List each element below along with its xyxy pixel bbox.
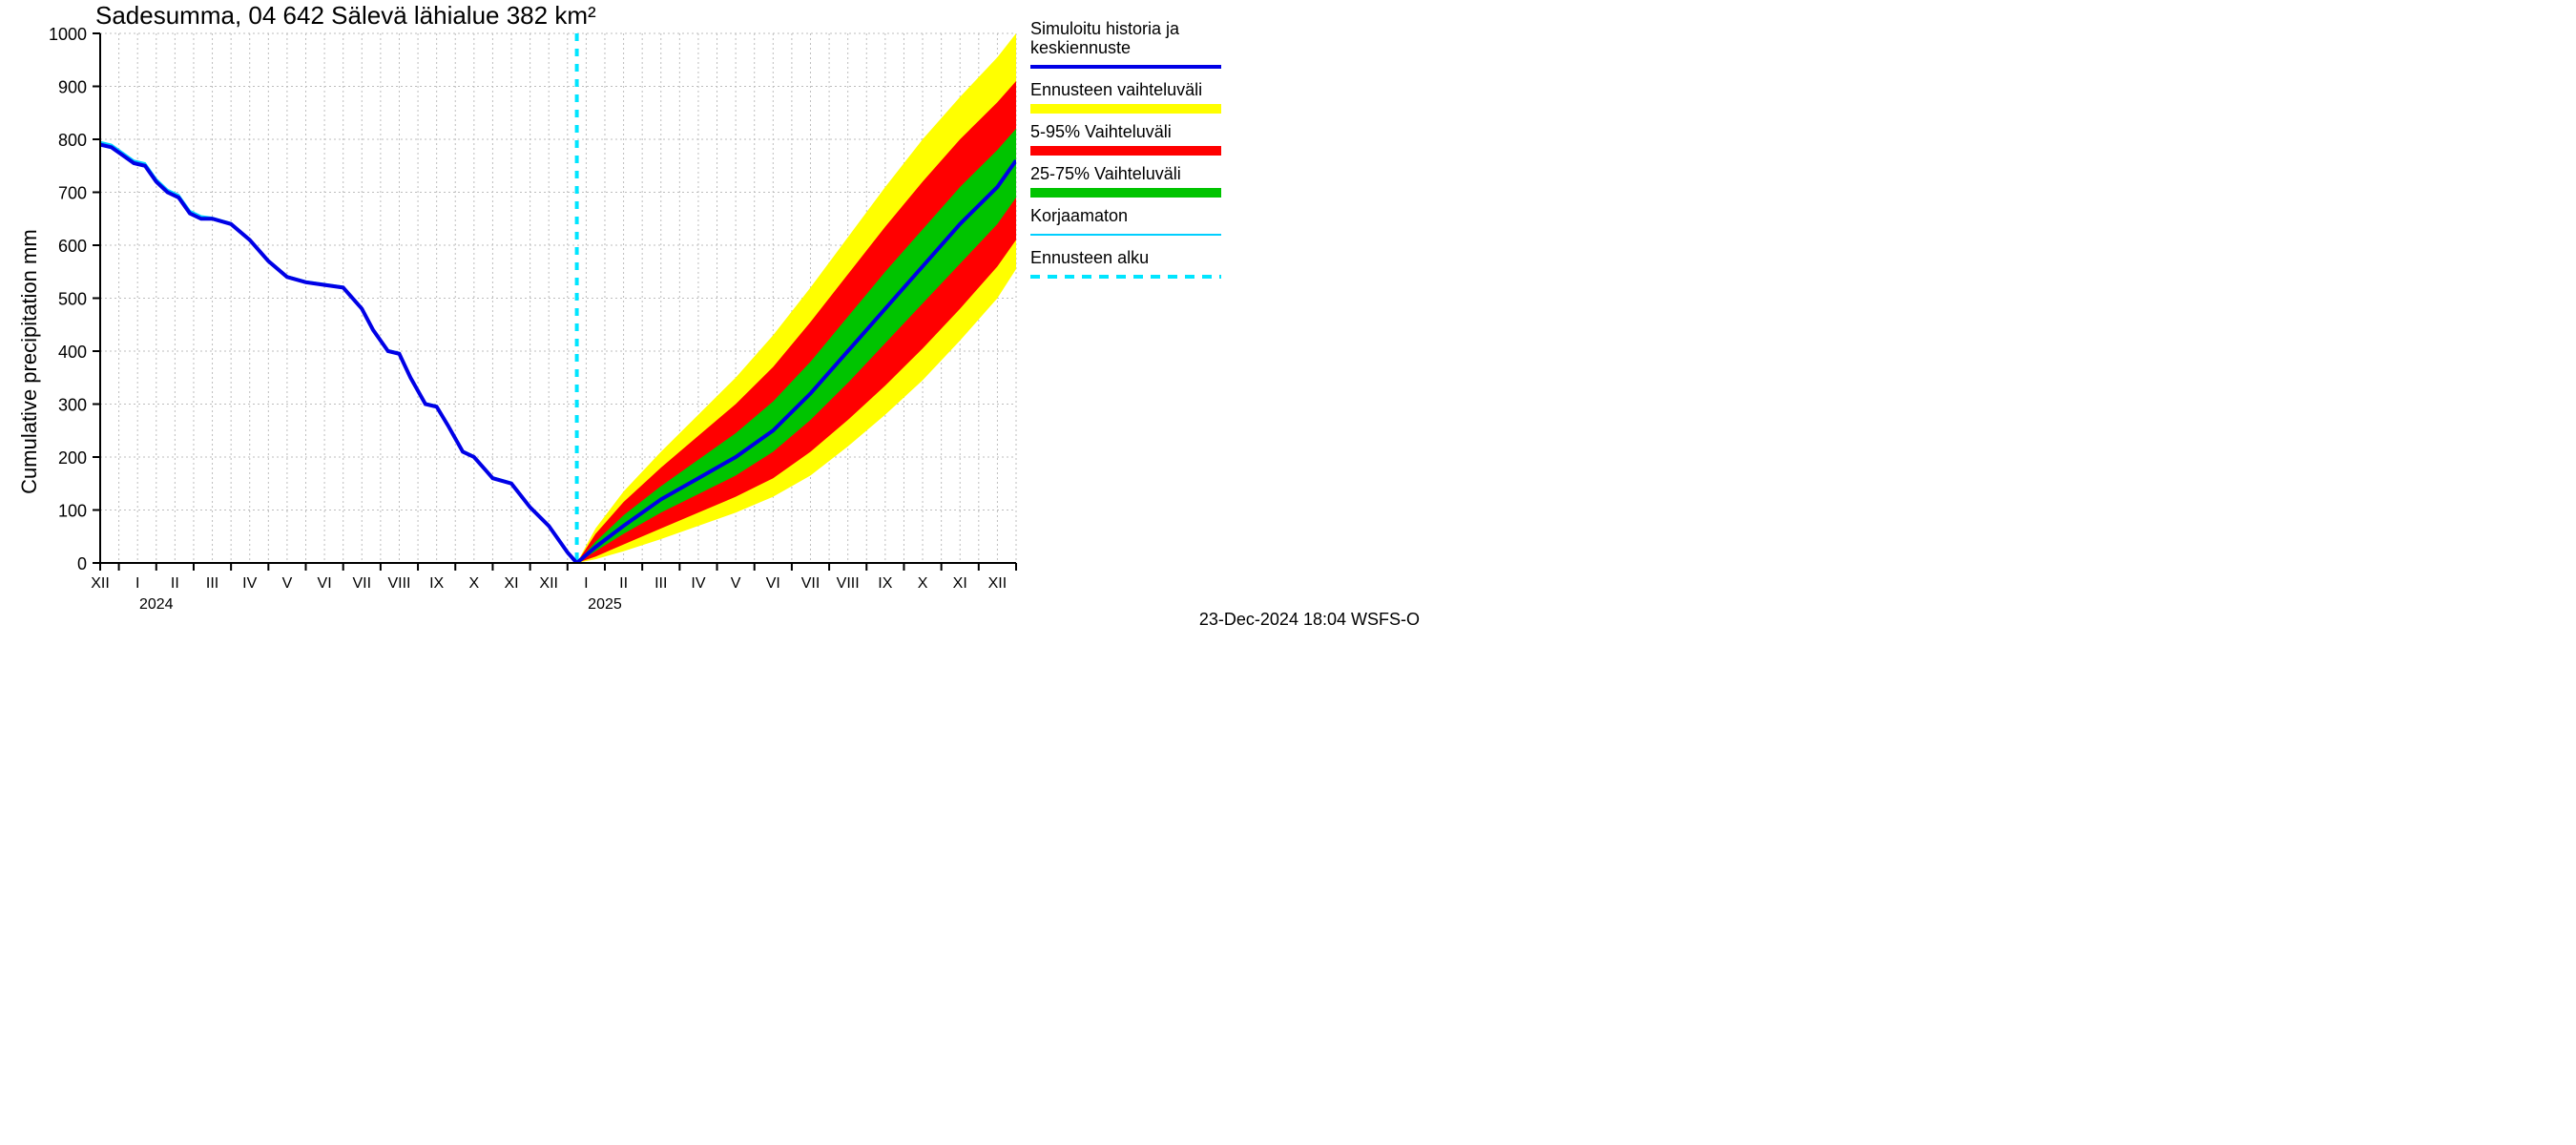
x-tick-label: I: [135, 575, 139, 592]
x-tick-label: III: [206, 575, 218, 592]
legend-label: Simuloitu historia ja: [1030, 19, 1180, 38]
y-tick-label: 100: [58, 502, 87, 521]
x-tick-label: IV: [242, 575, 257, 592]
y-tick-label: 500: [58, 290, 87, 309]
y-tick-label: 200: [58, 448, 87, 468]
x-tick-label: IX: [429, 575, 444, 592]
x-tick-label: VII: [801, 575, 821, 592]
x-tick-label: II: [171, 575, 179, 592]
x-tick-label: III: [654, 575, 667, 592]
legend-label: Ennusteen vaihteluväli: [1030, 80, 1202, 99]
y-tick-label: 600: [58, 237, 87, 256]
x-tick-label: XI: [504, 575, 518, 592]
x-tick-label: I: [584, 575, 588, 592]
x-year-label: 2025: [588, 596, 622, 613]
x-year-label: 2024: [139, 596, 174, 613]
y-tick-label: 1000: [49, 25, 87, 44]
chart-container: 01002003004005006007008009001000XIIIIIII…: [0, 0, 1431, 636]
legend-label: Korjaamaton: [1030, 206, 1128, 225]
y-axis-title: Cumulative precipitation mm: [17, 229, 41, 494]
footer-timestamp: 23-Dec-2024 18:04 WSFS-O: [1199, 610, 1420, 629]
y-tick-label: 700: [58, 184, 87, 203]
x-tick-label: VIII: [837, 575, 860, 592]
x-tick-label: II: [619, 575, 628, 592]
x-tick-label: XI: [953, 575, 967, 592]
chart-title: Sadesumma, 04 642 Sälevä lähialue 382 km…: [95, 1, 596, 30]
y-tick-label: 400: [58, 343, 87, 362]
legend-label: 25-75% Vaihteluväli: [1030, 164, 1181, 183]
legend-swatch-band: [1030, 146, 1221, 156]
y-tick-label: 300: [58, 396, 87, 415]
x-tick-label: X: [918, 575, 928, 592]
legend-swatch-band: [1030, 188, 1221, 198]
x-tick-label: XII: [91, 575, 110, 592]
x-tick-label: IV: [691, 575, 705, 592]
chart-svg: 01002003004005006007008009001000XIIIIIII…: [0, 0, 1431, 636]
x-tick-label: V: [731, 575, 741, 592]
x-tick-label: VIII: [387, 575, 410, 592]
y-tick-label: 900: [58, 78, 87, 97]
x-tick-label: VI: [318, 575, 332, 592]
x-tick-label: V: [282, 575, 293, 592]
y-tick-label: 800: [58, 131, 87, 150]
x-tick-label: IX: [878, 575, 892, 592]
x-tick-label: XII: [539, 575, 558, 592]
x-tick-label: VI: [766, 575, 780, 592]
legend-label: 5-95% Vaihteluväli: [1030, 122, 1172, 141]
legend-swatch-band: [1030, 104, 1221, 114]
legend-label: keskiennuste: [1030, 38, 1131, 57]
legend-label: Ennusteen alku: [1030, 248, 1149, 267]
y-tick-label: 0: [77, 554, 87, 573]
x-tick-label: VII: [353, 575, 372, 592]
x-tick-label: X: [469, 575, 480, 592]
x-tick-label: XII: [988, 575, 1008, 592]
